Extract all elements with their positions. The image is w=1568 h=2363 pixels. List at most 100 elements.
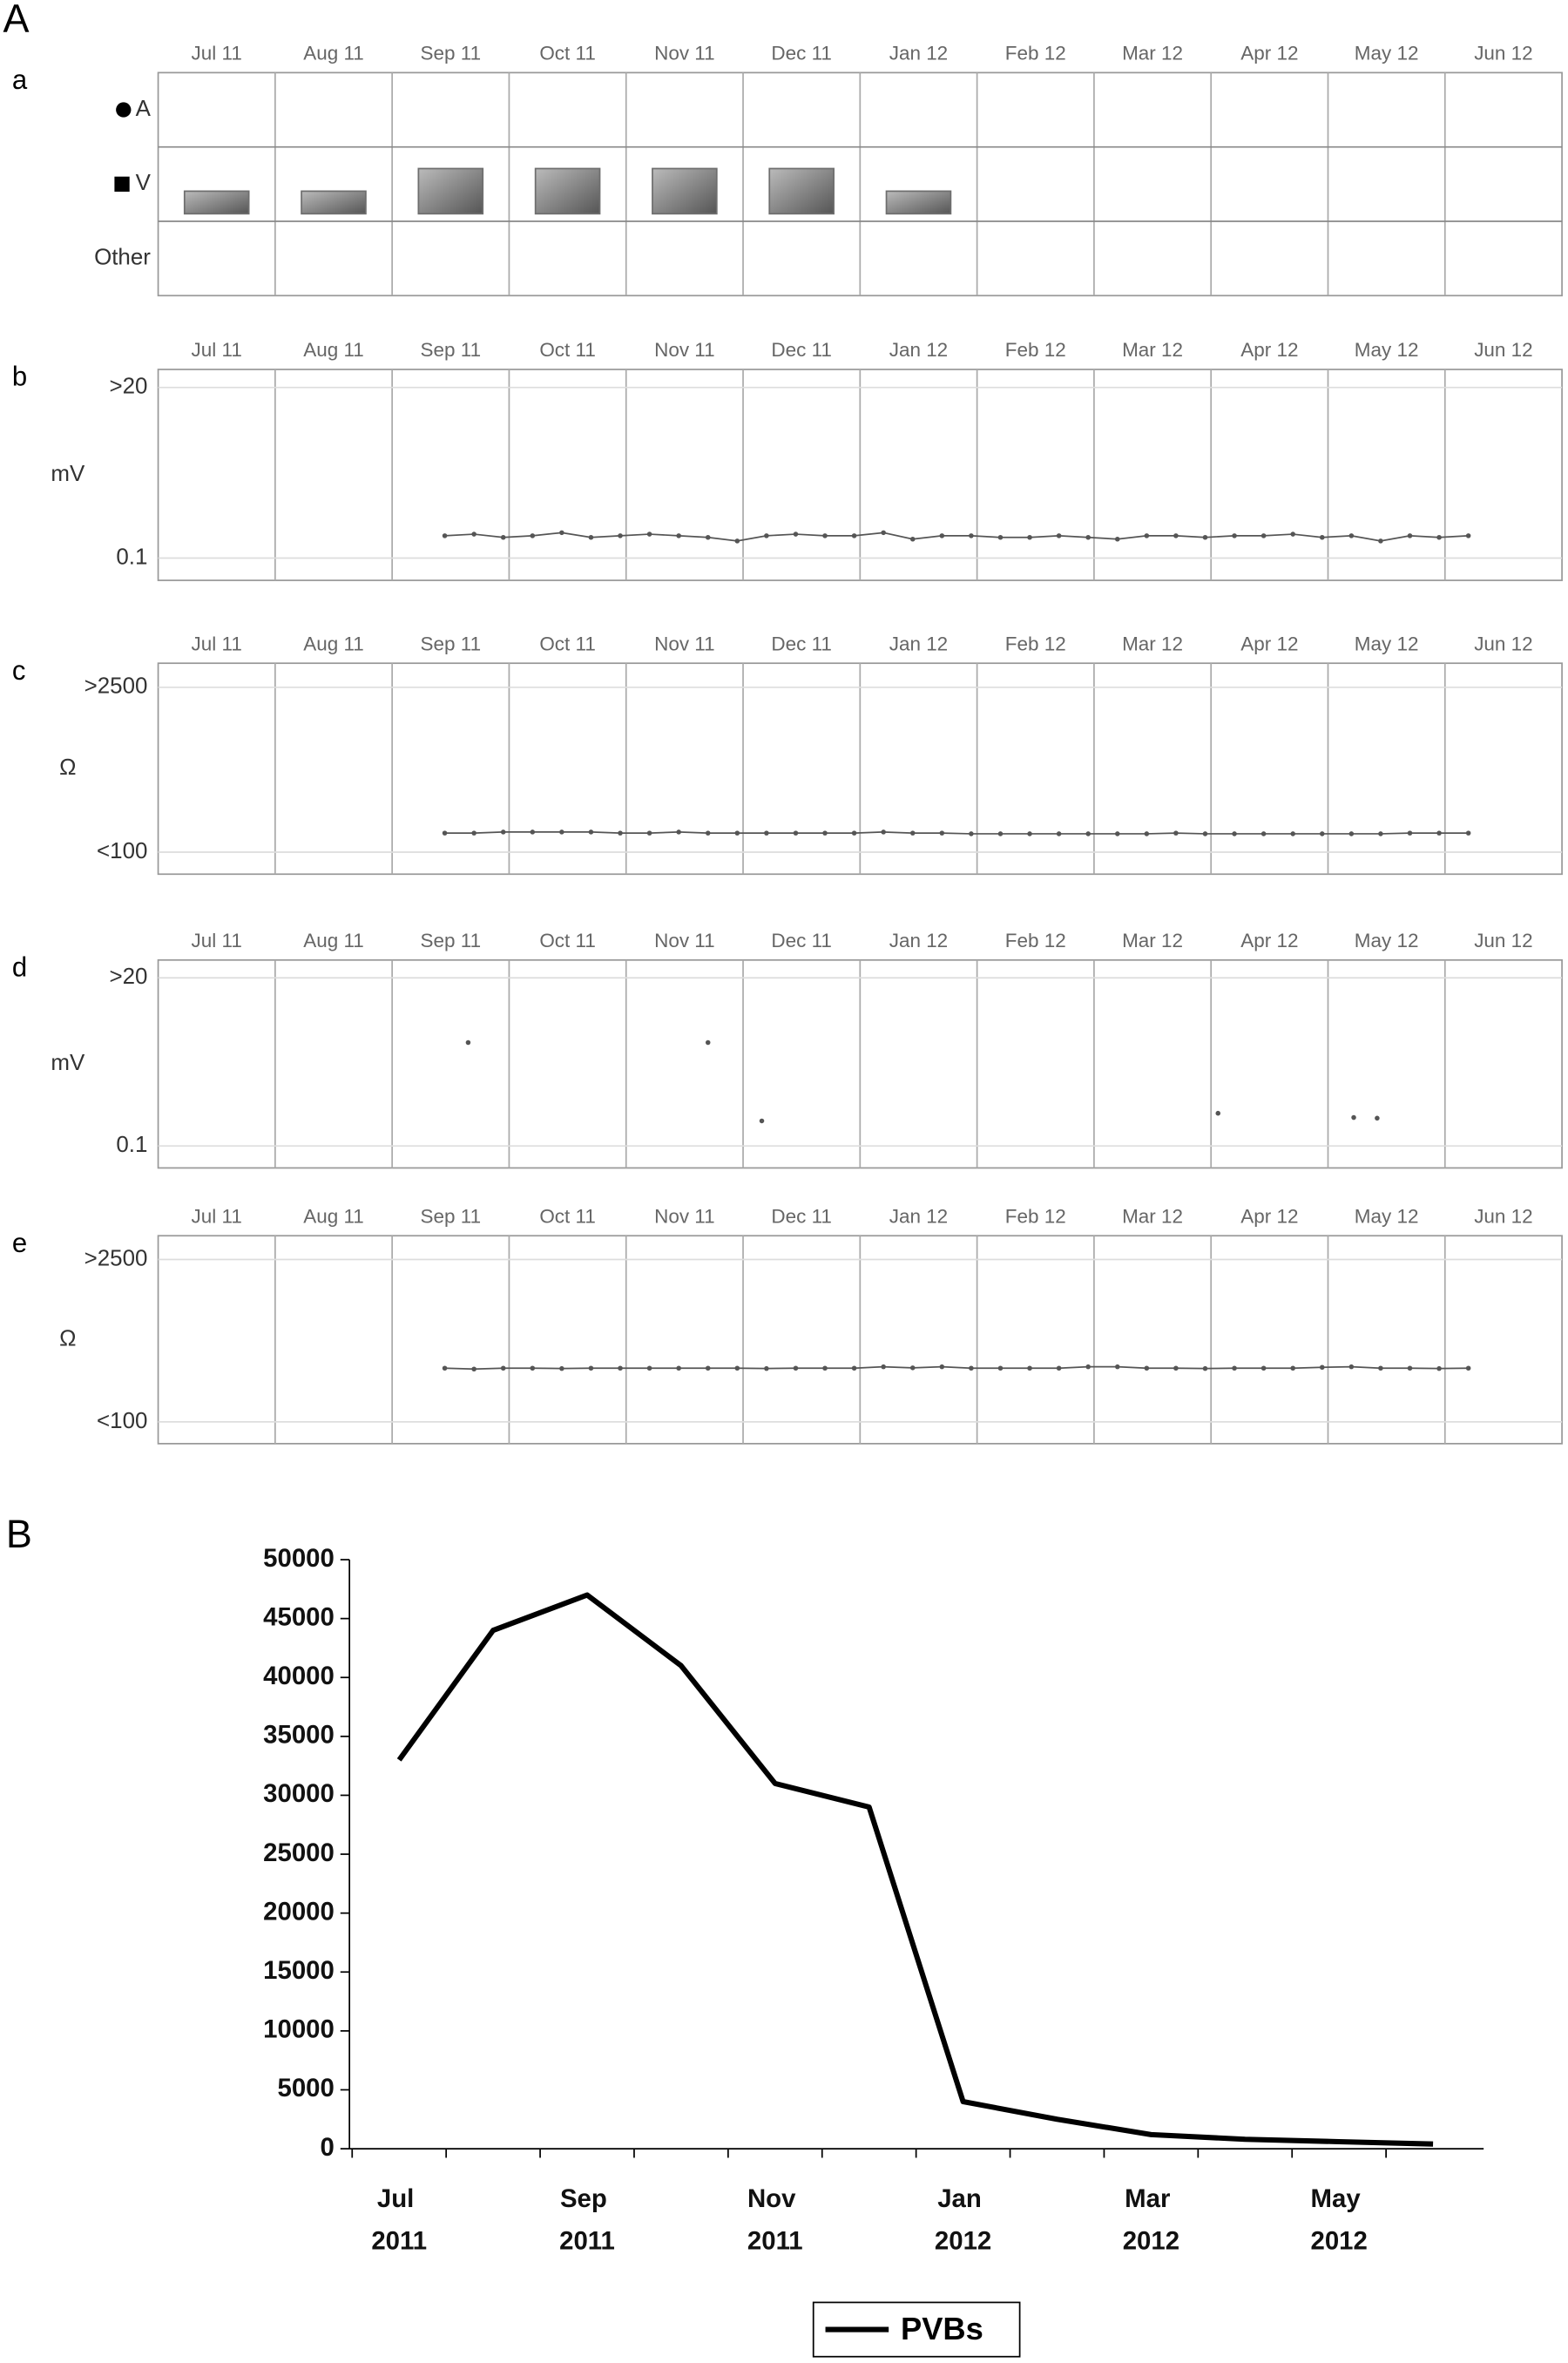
data-point <box>1465 1365 1471 1371</box>
panel-label: B <box>6 1512 32 1556</box>
data-point <box>705 1365 711 1371</box>
data-point <box>939 1364 945 1370</box>
data-point <box>1260 533 1267 538</box>
data-point <box>1232 1365 1237 1371</box>
data-point <box>500 1365 506 1371</box>
y-axis-label: mV <box>51 462 85 486</box>
x-tick-label: Apr 12 <box>1240 43 1298 64</box>
data-point <box>530 1365 536 1371</box>
episode-bar <box>768 167 835 215</box>
x-tick-label: May 12 <box>1355 43 1419 64</box>
x-tick-label: Feb 12 <box>1005 1205 1066 1227</box>
data-point <box>1407 533 1413 538</box>
x-tick-label: Nov 11 <box>654 339 715 361</box>
data-point <box>881 530 886 536</box>
data-point <box>1115 536 1120 542</box>
y-tick-label: >20 <box>109 965 147 989</box>
data-point <box>559 829 564 835</box>
x-tick-label: Sep 11 <box>421 43 482 64</box>
data-point <box>1378 831 1383 836</box>
data-point <box>1290 831 1295 836</box>
y-tick-label: 20000 <box>263 1897 335 1926</box>
x-tick-label: Aug 11 <box>303 1205 364 1227</box>
data-point <box>997 831 1004 836</box>
x-tick-label: May 12 <box>1355 1205 1419 1227</box>
data-point <box>530 533 536 538</box>
x-tick-label: Sep 2011 <box>559 2184 615 2255</box>
x-tick-label: Oct 11 <box>539 633 596 654</box>
y-tick-label: 30000 <box>263 1779 335 1808</box>
x-tick-label: Dec 11 <box>771 43 832 64</box>
x-tick-label: Jun 12 <box>1474 633 1532 654</box>
data-point <box>646 830 652 836</box>
data-point <box>881 1364 886 1370</box>
data-point <box>881 829 886 835</box>
x-tick-label: Mar 12 <box>1122 339 1183 361</box>
data-point <box>1144 1365 1150 1371</box>
x-tick-label: Nov 11 <box>654 1205 715 1227</box>
x-tick-label: Sep 11 <box>421 339 482 361</box>
data-point <box>646 532 652 537</box>
x-tick-label: Nov 2011 <box>747 2184 803 2255</box>
x-tick-label: Jan 2012 <box>935 2184 991 2255</box>
y-tick-label: <100 <box>97 1409 147 1433</box>
data-point <box>1436 1365 1442 1371</box>
data-point <box>764 830 769 836</box>
data-point <box>969 831 974 836</box>
x-tick-label: Sep 11 <box>421 930 482 951</box>
x-tick-label: Feb 12 <box>1005 339 1066 361</box>
x-tick-label: Mar 12 <box>1122 43 1183 64</box>
data-point <box>1232 533 1237 538</box>
x-tick-label: Oct 11 <box>539 339 596 361</box>
x-tick-label: Aug 11 <box>303 43 364 64</box>
data-point <box>471 830 476 836</box>
data-point <box>1320 831 1325 836</box>
x-tick-label: Jan 12 <box>889 1205 948 1227</box>
y-tick-label: >2500 <box>84 674 148 699</box>
row-label: A <box>136 97 152 121</box>
data-point <box>442 830 448 836</box>
data-point <box>1407 1365 1413 1371</box>
row-symbol <box>116 102 132 118</box>
data-point <box>1085 831 1091 836</box>
episode-bar <box>183 190 250 215</box>
data-point <box>618 533 623 538</box>
x-tick-label: Jun 12 <box>1474 1205 1532 1227</box>
data-point <box>793 1365 799 1371</box>
x-tick-label: Jan 12 <box>889 633 948 654</box>
x-tick-label: Aug 11 <box>303 633 364 654</box>
x-tick-label: Nov 11 <box>654 43 715 64</box>
data-point <box>1375 1115 1380 1121</box>
x-tick-label: May 12 <box>1355 633 1419 654</box>
data-point <box>939 830 945 836</box>
data-point <box>1173 1365 1179 1371</box>
x-tick-label: Dec 11 <box>771 633 832 654</box>
x-tick-label: Dec 11 <box>771 930 832 951</box>
y-tick-label: 0.1 <box>116 1133 147 1157</box>
data-point <box>939 533 945 538</box>
data-point <box>1144 831 1150 836</box>
data-point <box>676 533 681 538</box>
data-point <box>471 1366 476 1372</box>
y-tick-label: 35000 <box>263 1721 335 1750</box>
data-point <box>1378 538 1383 544</box>
data-point <box>676 829 681 835</box>
data-point <box>500 534 506 540</box>
data-point <box>822 830 828 836</box>
y-tick-label: 25000 <box>263 1838 335 1867</box>
data-point <box>1407 830 1413 836</box>
data-point <box>705 830 711 836</box>
data-point <box>1232 831 1237 836</box>
x-tick-label: Jun 12 <box>1474 930 1532 951</box>
series-line <box>444 532 1469 542</box>
y-tick-label: 10000 <box>263 2015 335 2044</box>
data-point <box>1173 533 1179 538</box>
data-point <box>1290 1365 1295 1371</box>
data-point <box>1056 831 1062 836</box>
x-tick-label: May 12 <box>1355 930 1419 951</box>
x-tick-label: Nov 11 <box>654 930 715 951</box>
y-tick-label: 40000 <box>263 1662 335 1690</box>
panel-label: e <box>12 1228 27 1258</box>
data-point <box>1320 1364 1325 1371</box>
data-point <box>500 829 506 835</box>
